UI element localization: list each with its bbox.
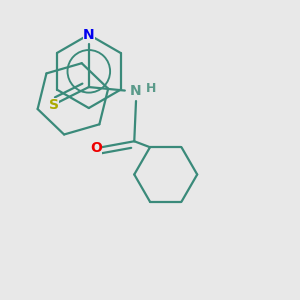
Text: N: N [83,28,94,42]
Text: O: O [90,141,102,155]
Text: N: N [130,84,142,98]
Text: S: S [49,98,59,112]
Text: H: H [146,82,156,95]
